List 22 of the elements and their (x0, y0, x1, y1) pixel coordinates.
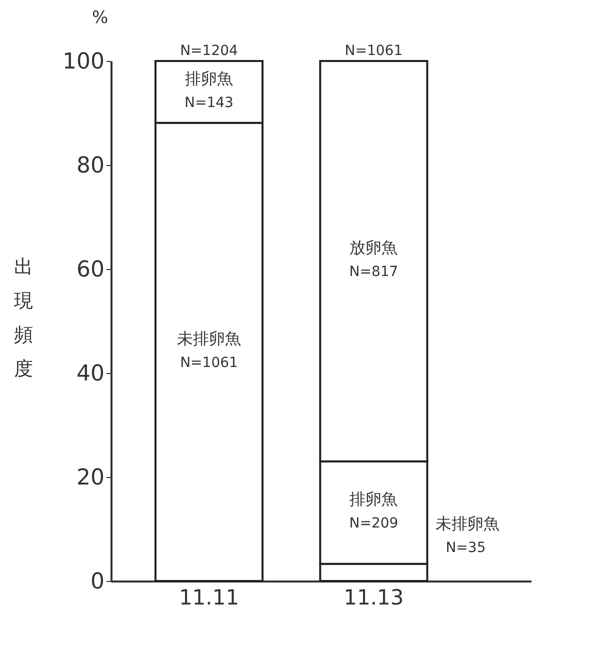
annotation: N=1204 (180, 43, 238, 59)
annotation: N=35 (446, 540, 486, 556)
y-axis-title: 出現頻度 (14, 255, 34, 382)
x-tick-label: 11.11 (178, 586, 240, 610)
annotation: N=1061 (344, 43, 403, 59)
y-tick-label: 60 (76, 258, 104, 282)
text: 未排卵魚 (436, 514, 500, 533)
annotation: N=209 (349, 516, 398, 532)
y-tick-label: 0 (90, 570, 104, 594)
text: 排卵魚 (350, 490, 398, 509)
annotation: N=1061 (180, 354, 238, 371)
series-label: 放卵魚 (350, 238, 398, 258)
annotation: N=817 (349, 264, 398, 280)
y-tick-label: 20 (76, 466, 104, 490)
series-label: 未排卵魚 (177, 328, 241, 348)
x-tick-label: 11.13 (344, 586, 404, 610)
text: % (92, 8, 108, 28)
y-tick-label: 40 (76, 362, 104, 386)
series-label: 排卵魚 (185, 68, 233, 88)
annotation: N=143 (184, 94, 234, 111)
y-tick-label: 100 (62, 50, 104, 74)
y-tick-label: 80 (76, 154, 104, 178)
